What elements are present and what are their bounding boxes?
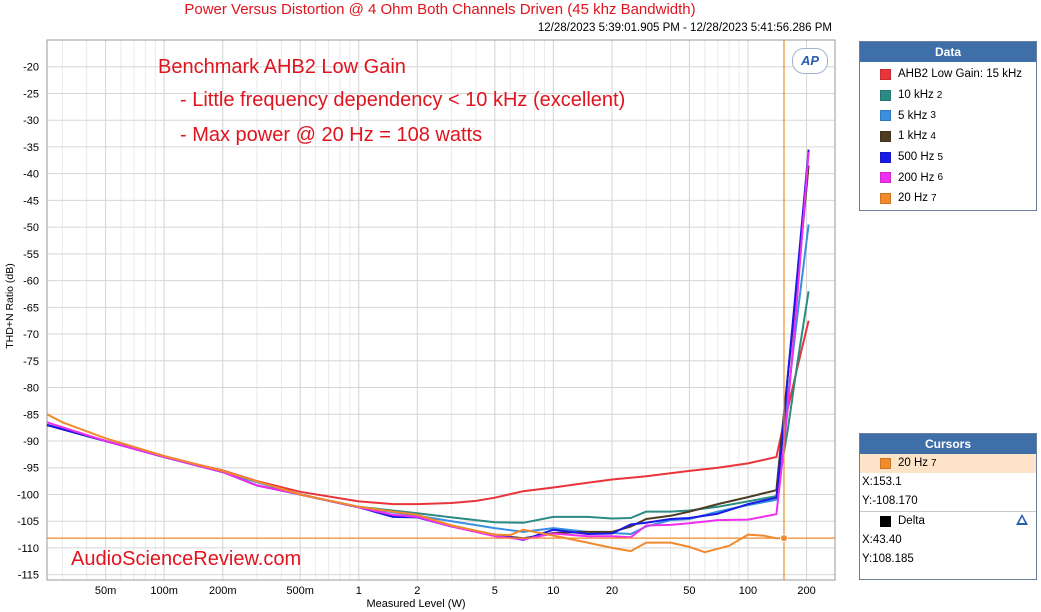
y-tick-label: -40	[23, 169, 39, 181]
annotation-max-power: - Max power @ 20 Hz = 108 watts	[180, 124, 483, 146]
y-tick-label: -115	[18, 570, 39, 582]
x-tick-label: 200	[797, 585, 815, 597]
y-tick-label: -80	[23, 383, 39, 395]
legend-label: 5 kHz	[898, 109, 928, 122]
legend-label: AHB2 Low Gain: 15 kHz	[898, 68, 1023, 81]
cursor-series-label: 20 Hz	[898, 457, 929, 469]
x-tick-label: 50m	[95, 585, 116, 597]
legend-swatch	[880, 151, 891, 163]
legend-sub: 4	[930, 130, 936, 142]
delta-y-value: Y:108.185	[862, 553, 914, 565]
data-legend-panel: Data AHB2 Low Gain: 15 kHz 10 kHz 2 5 kHz 3 1…	[859, 41, 1037, 211]
y-tick-label: -95	[23, 463, 39, 475]
legend-item[interactable]: 20 Hz 7	[860, 188, 1036, 209]
legend-item[interactable]: 1 kHz 4	[860, 126, 1036, 147]
annotation-title: Benchmark AHB2 Low Gain	[158, 56, 406, 78]
y-tick-label: -30	[23, 115, 39, 127]
legend-swatch	[880, 192, 891, 204]
plot-area	[47, 40, 835, 580]
y-tick-label: -45	[23, 195, 39, 207]
x-tick-label: 10	[547, 585, 559, 597]
y-tick-label: -110	[18, 543, 39, 555]
legend-swatch	[880, 68, 891, 80]
y-tick-label: -20	[23, 62, 39, 74]
x-tick-label: 200m	[209, 585, 237, 597]
y-tick-label: -50	[23, 222, 39, 234]
x-tick-label: 100	[739, 585, 757, 597]
y-tick-label: -25	[23, 88, 39, 100]
x-tick-label: 100m	[150, 585, 178, 597]
y-tick-label: -55	[23, 249, 39, 261]
x-tick-label: 20	[606, 585, 618, 597]
legend-sub: 5	[937, 151, 943, 163]
cursors-panel: Cursors 20 Hz 7 X:153.1 Y:-108.170 Delta…	[859, 433, 1037, 580]
legend-sub: 6	[937, 172, 943, 184]
legend-swatch	[880, 110, 891, 122]
x-tick-label: 1	[356, 585, 362, 597]
x-tick-label: 2	[414, 585, 420, 597]
cursor-series-swatch	[880, 458, 891, 469]
y-tick-label: -65	[23, 302, 39, 314]
y-tick-label: -100	[17, 489, 39, 501]
plot-frame	[46, 39, 836, 581]
delta-triangle-icon[interactable]	[1016, 514, 1028, 525]
delta-x-value: X:43.40	[862, 534, 902, 546]
chart-title: Power Versus Distortion @ 4 Ohm Both Cha…	[184, 1, 696, 18]
cursor-series-sub: 7	[931, 458, 937, 469]
legend-item[interactable]: 5 kHz 3	[860, 105, 1036, 126]
legend-swatch	[880, 172, 891, 184]
legend-sub: 2	[936, 89, 943, 101]
y-tick-label: -60	[23, 276, 39, 288]
series-line	[46, 152, 810, 541]
legend-sub: 3	[930, 110, 936, 122]
legend-label: 200 Hz	[898, 171, 935, 184]
legend-item[interactable]: AHB2 Low Gain: 15 kHz	[860, 64, 1036, 85]
legend-item[interactable]: 500 Hz 5	[860, 147, 1036, 168]
x-tick-label: 5	[492, 585, 498, 597]
legend-item[interactable]: 200 Hz 6	[860, 167, 1036, 188]
x-axis-label: Measured Level (W)	[366, 598, 465, 610]
cursor-y-value: Y:-108.170	[862, 495, 918, 507]
x-tick-label: 50	[683, 585, 695, 597]
delta-row[interactable]: Delta	[860, 512, 1036, 531]
watermark: AudioScienceReview.com	[71, 548, 302, 570]
annotation-frequency: - Little frequency dependency < 10 kHz (…	[180, 89, 626, 111]
y-tick-label: -85	[23, 409, 39, 421]
legend-label: 1 kHz	[898, 130, 928, 143]
legend-sub: 7	[931, 192, 937, 204]
y-tick-label: -35	[23, 142, 39, 154]
y-tick-label: -75	[23, 356, 39, 368]
cursor-selected-series[interactable]: 20 Hz 7	[860, 454, 1036, 473]
cursor-marker	[779, 534, 788, 543]
legend-swatch	[880, 89, 891, 101]
y-tick-label: -90	[23, 436, 39, 448]
x-tick-label: 500m	[286, 585, 314, 597]
cursor-x-value: X:153.1	[862, 476, 902, 488]
date-range: 12/28/2023 5:39:01.905 PM - 12/28/2023 5…	[537, 22, 832, 34]
delta-label: Delta	[898, 515, 925, 527]
legend-label: 20 Hz	[898, 192, 929, 205]
legend-label: 10 kHz	[898, 89, 934, 102]
legend-swatch	[880, 130, 891, 142]
y-axis-label: THD+N Ratio (dB)	[4, 263, 16, 348]
cursors-panel-title: Cursors	[860, 434, 1036, 454]
delta-swatch	[880, 516, 891, 527]
legend-item[interactable]: 10 kHz 2	[860, 85, 1036, 106]
legend-label: 500 Hz	[898, 151, 935, 164]
series-line	[46, 413, 785, 554]
ap-logo: AP	[792, 48, 828, 74]
y-tick-label: -70	[23, 329, 39, 341]
y-tick-label: -105	[17, 516, 39, 528]
data-panel-title: Data	[860, 42, 1036, 62]
